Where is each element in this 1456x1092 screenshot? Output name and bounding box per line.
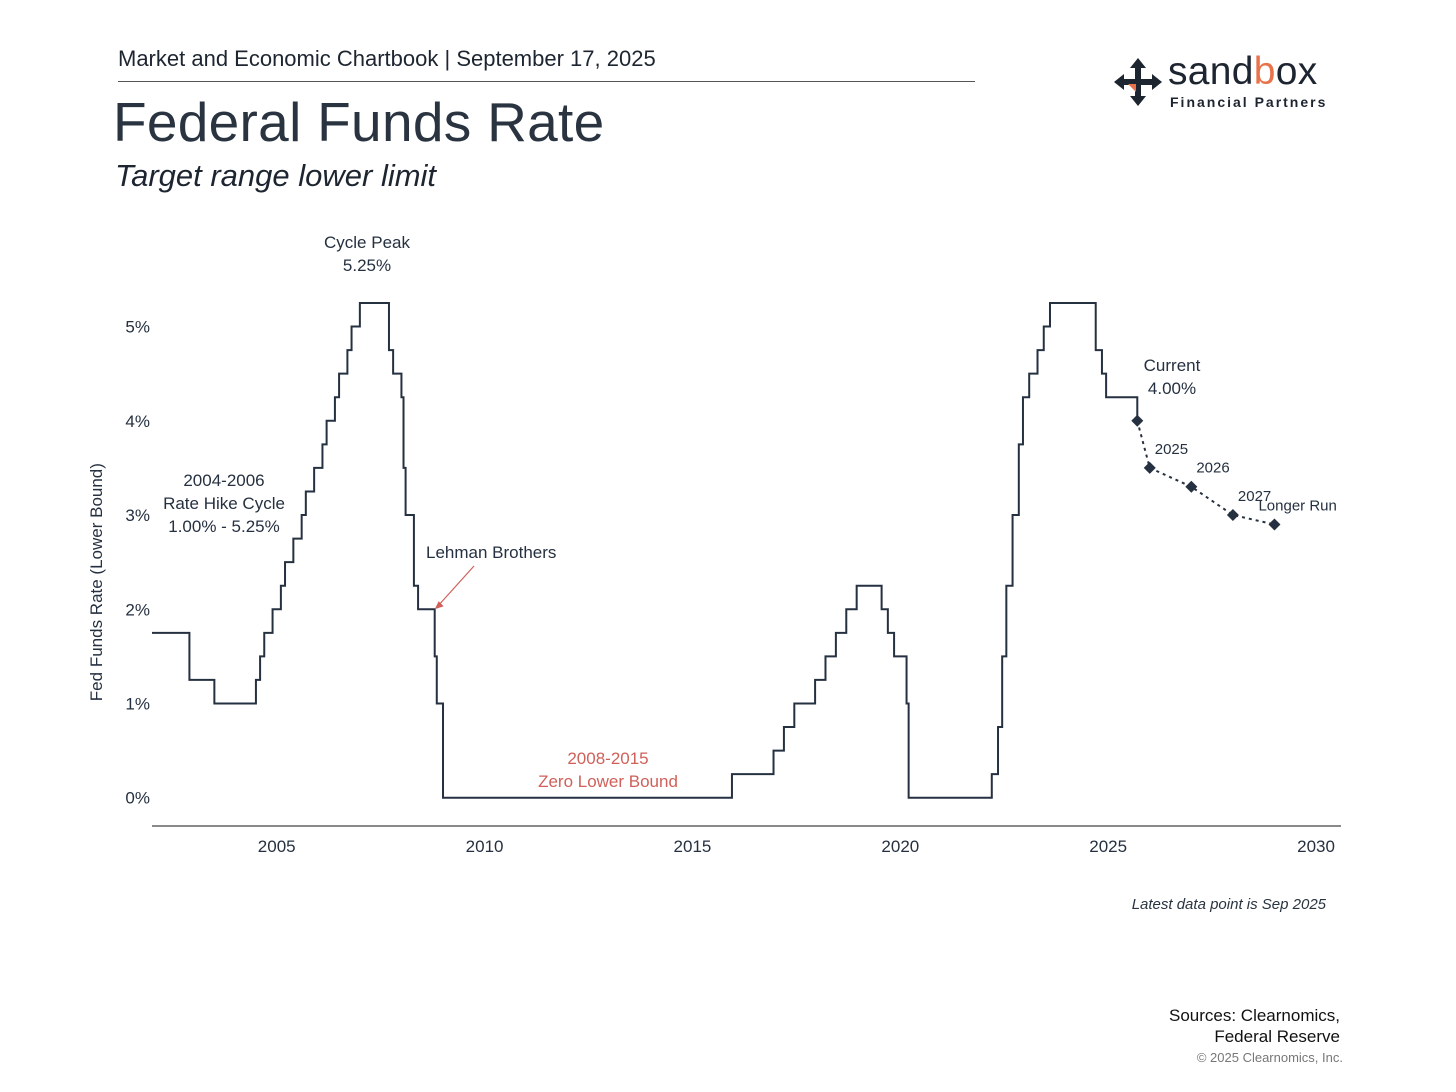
x-tick-label: 2020 [881, 837, 919, 856]
projection-label: 2027 [1238, 488, 1271, 505]
sources-line-1: Sources: Clearnomics, [1168, 1006, 1340, 1025]
y-axis-label: Fed Funds Rate (Lower Bound) [87, 463, 106, 701]
lehman-arrow [437, 565, 475, 607]
projection-point [1226, 509, 1239, 522]
annotation-current: Current [1144, 356, 1201, 375]
sources-text: Sources: Clearnomics, Federal Reserve [1169, 1005, 1340, 1047]
logo-tagline: Financial Partners [1170, 94, 1328, 110]
lehman-arrowhead [434, 601, 444, 610]
annotation-zlb: Zero Lower Bound [538, 772, 678, 791]
annotation-current: 4.00% [1148, 379, 1196, 398]
x-tick-label: 2010 [466, 837, 504, 856]
header-divider [118, 81, 975, 82]
annotation-cycle-peak: Cycle Peak [324, 233, 410, 252]
annotation-lehman: Lehman Brothers [426, 543, 556, 562]
page-title: Federal Funds Rate [113, 91, 605, 153]
annotation-hike-cycle: 1.00% - 5.25% [168, 517, 280, 536]
logo-wordmark: sandbox [1168, 50, 1318, 93]
copyright: © 2025 Clearnomics, Inc. [1196, 1050, 1343, 1065]
projection-label: 2025 [1155, 441, 1188, 458]
company-logo: sandbox Financial Partners [1114, 50, 1329, 112]
y-tick-label: 5% [125, 318, 150, 337]
projection-point [1131, 414, 1144, 427]
annotation-zlb: 2008-2015 [567, 749, 648, 768]
projection-point [1185, 480, 1198, 493]
projection-label: Longer Run [1258, 497, 1336, 514]
annotation-hike-cycle: Rate Hike Cycle [163, 494, 285, 513]
projection-point [1143, 461, 1156, 474]
y-tick-label: 3% [125, 506, 150, 525]
x-tick-label: 2015 [674, 837, 712, 856]
y-tick-label: 2% [125, 600, 150, 619]
latest-data-note: Latest data point is Sep 2025 [1131, 896, 1326, 913]
projection-label: 2026 [1196, 460, 1229, 477]
projection-point [1268, 518, 1281, 531]
x-tick-label: 2030 [1297, 837, 1335, 856]
x-tick-label: 2025 [1089, 837, 1127, 856]
x-tick-label: 2005 [258, 837, 296, 856]
y-tick-label: 1% [125, 694, 150, 713]
y-tick-label: 0% [125, 789, 150, 808]
chartbook-header: Market and Economic Chartbook | Septembe… [118, 46, 656, 71]
annotation-hike-cycle: 2004-2006 [183, 471, 264, 490]
annotation-cycle-peak: 5.25% [343, 256, 391, 275]
page-subtitle: Target range lower limit [115, 158, 437, 193]
y-tick-label: 4% [125, 412, 150, 431]
move-arrows-icon [1114, 58, 1162, 106]
sources-line-2: Federal Reserve [1214, 1027, 1340, 1046]
rate-step-line [152, 301, 1139, 799]
